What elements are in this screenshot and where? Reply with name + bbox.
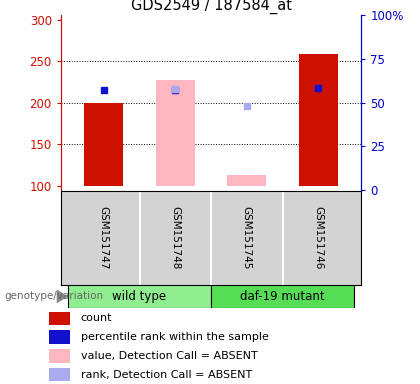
Bar xyxy=(299,55,338,186)
Bar xyxy=(50,368,70,381)
Text: wild type: wild type xyxy=(113,290,167,303)
Text: count: count xyxy=(81,313,112,323)
Text: rank, Detection Call = ABSENT: rank, Detection Call = ABSENT xyxy=(81,370,252,380)
Text: daf-19 mutant: daf-19 mutant xyxy=(240,290,325,303)
Text: value, Detection Call = ABSENT: value, Detection Call = ABSENT xyxy=(81,351,257,361)
Bar xyxy=(211,285,354,308)
Text: genotype/variation: genotype/variation xyxy=(4,291,103,301)
Bar xyxy=(68,285,211,308)
Bar xyxy=(156,80,195,186)
Text: GSM151746: GSM151746 xyxy=(313,206,323,270)
Text: GSM151745: GSM151745 xyxy=(242,206,252,270)
Text: GSM151747: GSM151747 xyxy=(99,206,109,270)
Bar xyxy=(84,103,123,186)
Bar xyxy=(50,331,70,344)
Text: percentile rank within the sample: percentile rank within the sample xyxy=(81,332,269,342)
Bar xyxy=(50,312,70,325)
Text: GSM151748: GSM151748 xyxy=(170,206,180,270)
Bar xyxy=(227,175,266,186)
Polygon shape xyxy=(57,290,68,303)
Title: GDS2549 / 187584_at: GDS2549 / 187584_at xyxy=(131,0,291,14)
Bar xyxy=(50,349,70,362)
